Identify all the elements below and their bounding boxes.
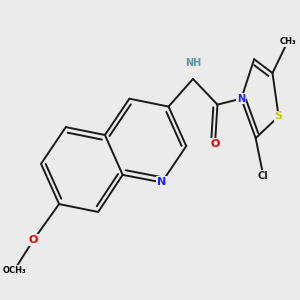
Text: S: S [274, 111, 283, 122]
Text: N: N [157, 177, 167, 188]
Text: CH₃: CH₃ [280, 37, 296, 46]
Text: N: N [237, 94, 245, 104]
Text: O: O [210, 139, 220, 149]
Text: Cl: Cl [258, 171, 269, 181]
Text: NH: NH [185, 58, 201, 68]
Text: OCH₃: OCH₃ [2, 266, 26, 275]
Text: O: O [29, 235, 38, 245]
